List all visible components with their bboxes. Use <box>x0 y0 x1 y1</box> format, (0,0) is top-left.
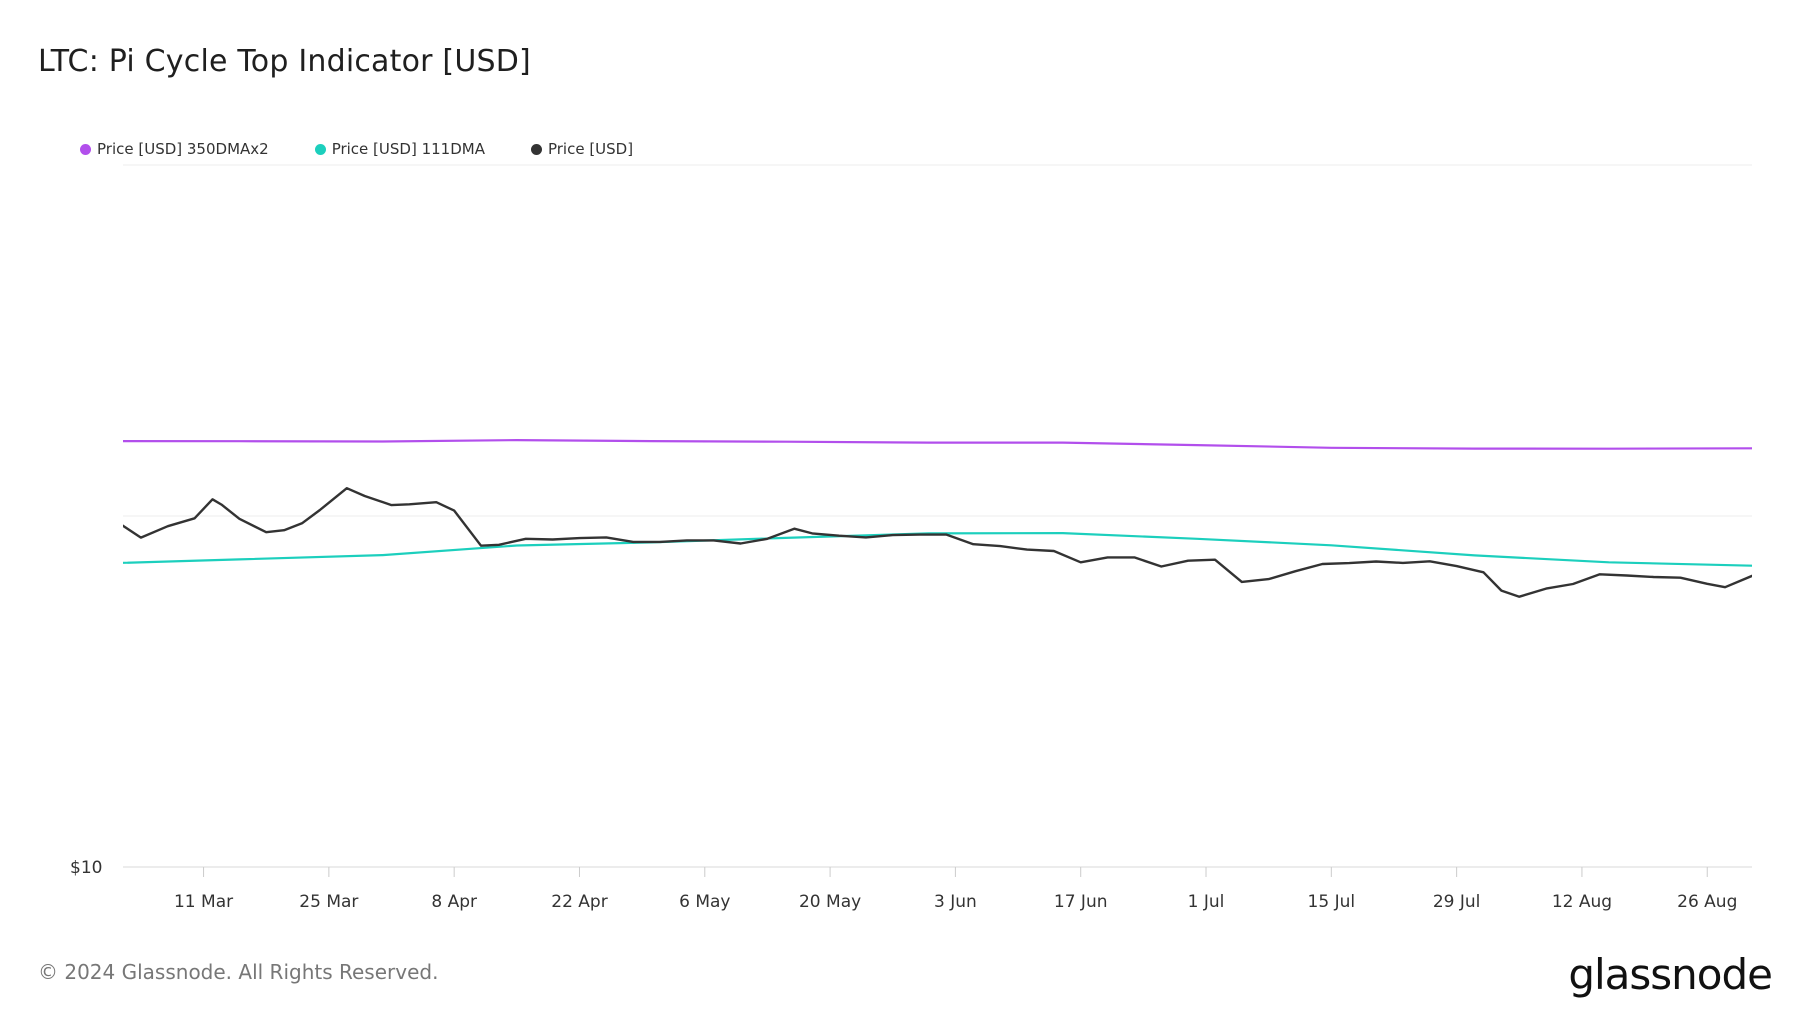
chart-legend: Price [USD] 350DMAx2 Price [USD] 111DMA … <box>80 140 633 158</box>
legend-swatch-350dmax2 <box>80 143 91 155</box>
x-tick-label: 25 Mar <box>299 892 358 912</box>
copyright-footer: © 2024 Glassnode. All Rights Reserved. <box>38 960 439 984</box>
x-tick-label: 3 Jun <box>934 892 977 912</box>
x-tick-label: 6 May <box>679 892 730 912</box>
legend-label-price: Price [USD] <box>547 140 634 158</box>
x-tick-label: 17 Jun <box>1054 892 1108 912</box>
x-tick-label: 20 May <box>799 892 861 912</box>
x-tick-label: 15 Jul <box>1308 892 1356 912</box>
x-tick-label: 8 Apr <box>431 892 477 912</box>
legend-swatch-111dma <box>314 143 326 155</box>
legend-item-price[interactable]: Price [USD] <box>530 140 634 158</box>
x-tick-label: 22 Apr <box>551 892 607 912</box>
series-line-price <box>123 487 1752 598</box>
x-tick-label: 1 Jul <box>1188 892 1225 912</box>
x-tick-label: 29 Jul <box>1433 892 1481 912</box>
series-line-350dmax2 <box>123 439 1752 450</box>
legend-swatch-price <box>530 143 542 155</box>
glassnode-logo: glassnode <box>1568 950 1773 999</box>
x-tick-label: 12 Aug <box>1552 892 1612 912</box>
y-tick-label: $10 <box>70 858 102 878</box>
legend-label-350dmax2: Price [USD] 350DMAx2 <box>97 140 269 158</box>
x-tick-label: 26 Aug <box>1677 892 1737 912</box>
chart-title: LTC: Pi Cycle Top Indicator [USD] <box>38 44 531 79</box>
series-line-111dma <box>123 531 1752 567</box>
legend-item-350dmax2[interactable]: Price [USD] 350DMAx2 <box>80 140 269 158</box>
x-tick-label: 11 Mar <box>174 892 233 912</box>
legend-item-111dma[interactable]: Price [USD] 111DMA <box>314 140 485 158</box>
legend-label-111dma: Price [USD] 111DMA <box>331 140 485 158</box>
